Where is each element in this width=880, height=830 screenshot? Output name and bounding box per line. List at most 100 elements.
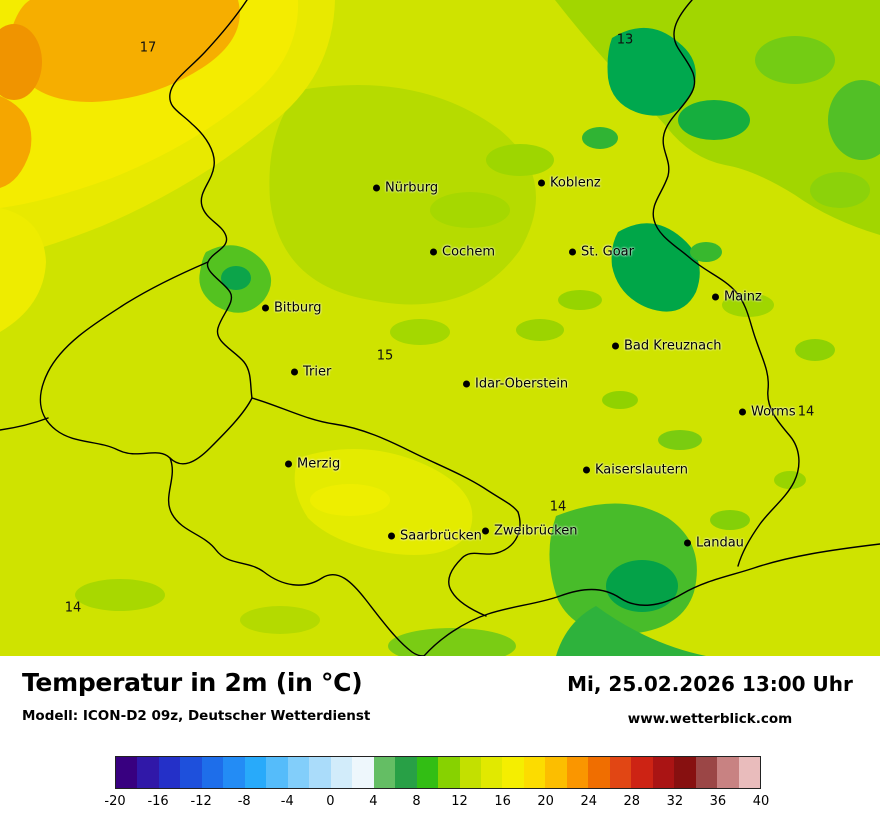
map-image — [0, 0, 880, 656]
legend-segment — [674, 757, 696, 788]
legend-segment — [352, 757, 374, 788]
city-dot-icon — [285, 460, 292, 468]
legend-segment — [330, 757, 353, 788]
page-title: Temperatur in 2m (in °C) — [22, 668, 363, 697]
city-label: Trier — [303, 364, 332, 380]
legend-tick-label: -4 — [280, 794, 294, 809]
legend-tick-row: -20 -16 -12 -8 -4 0 4 8 12 16 20 24 28 32 36 40 — [104, 794, 769, 812]
legend-segment — [738, 757, 761, 788]
city-dot-icon — [583, 466, 590, 474]
legend-tick-label: 20 — [537, 794, 554, 809]
legend-tick-label: 40 — [752, 794, 770, 809]
legend-segment — [609, 757, 632, 788]
temp-value-label: 13 — [616, 32, 634, 48]
city-marker: Mainz — [712, 290, 762, 305]
legend-segment — [223, 757, 245, 788]
legend-tick-label: -12 — [190, 794, 212, 809]
legend-tick-label: -20 — [104, 794, 126, 809]
legend-tick-label: 28 — [623, 794, 641, 809]
city-marker: Kaiserslautern — [583, 463, 688, 478]
temp-value-label: 14 — [797, 404, 815, 420]
legend-tick-label: 36 — [709, 794, 727, 809]
city-label: Idar-Oberstein — [475, 376, 569, 392]
legend-segment — [158, 757, 181, 788]
map-overlay: Nürburg Koblenz Cochem St. Goar Bitburg Mainz… — [64, 32, 815, 616]
legend-tick-label: 24 — [580, 794, 597, 809]
forecast-datetime: Mi, 25.02.2026 13:00 Uhr — [567, 672, 853, 696]
city-label: Bitburg — [274, 300, 322, 316]
legend-segment — [631, 757, 653, 788]
city-dot-icon — [569, 248, 576, 256]
border-line — [448, 511, 521, 617]
legend-segment — [180, 757, 202, 788]
city-marker: Nürburg — [373, 181, 438, 196]
legend-segment — [373, 757, 396, 788]
temperature-legend: -20 -16 -12 -8 -4 0 4 8 12 16 20 24 28 32 36 40 — [104, 756, 769, 812]
legend-segment — [459, 757, 481, 788]
legend-tick-label: 32 — [666, 794, 684, 809]
city-marker: Saarbrücken — [388, 529, 482, 544]
legend-segment — [588, 757, 610, 788]
legend-segment — [566, 757, 589, 788]
legend-color-bar — [115, 756, 761, 789]
city-marker: St. Goar — [569, 245, 634, 260]
legend-segment — [652, 757, 675, 788]
legend-segment — [137, 757, 159, 788]
border-line — [652, 0, 800, 567]
legend-tick-label: 16 — [494, 794, 511, 809]
city-dot-icon — [463, 380, 470, 388]
temp-value-label: 15 — [376, 348, 394, 364]
city-marker: Koblenz — [538, 176, 601, 191]
border-line — [0, 417, 49, 431]
legend-segment — [502, 757, 524, 788]
model-info: Modell: ICON-D2 09z, Deutscher Wetterdie… — [22, 708, 371, 724]
city-label: Zweibrücken — [494, 523, 578, 539]
border-line — [39, 261, 253, 465]
legend-segment — [438, 757, 460, 788]
border-line — [251, 397, 519, 513]
city-dot-icon — [538, 179, 545, 187]
legend-segment — [116, 757, 138, 788]
legend-segment — [416, 757, 439, 788]
legend-segment — [717, 757, 739, 788]
legend-segment — [266, 757, 288, 788]
city-label: Merzig — [297, 456, 341, 472]
legend-segment — [480, 757, 503, 788]
legend-segment — [244, 757, 267, 788]
city-label: Kaiserslautern — [595, 462, 689, 478]
city-label: Landau — [696, 535, 744, 551]
city-marker: Merzig — [285, 457, 340, 472]
legend-segment — [309, 757, 331, 788]
footer-right-block: Mi, 25.02.2026 13:00 Uhr www.wetterblick… — [558, 672, 862, 727]
legend-tick-label: -8 — [237, 794, 251, 809]
legend-tick-label: 4 — [369, 794, 378, 809]
temp-value-label: 17 — [139, 40, 157, 56]
city-label: Cochem — [442, 244, 496, 260]
city-label: Worms — [751, 404, 796, 420]
map-footer: Temperatur in 2m (in °C) Modell: ICON-D2… — [0, 656, 880, 830]
city-marker: Bad Kreuznach — [612, 339, 722, 354]
legend-segment — [695, 757, 718, 788]
city-dot-icon — [430, 248, 437, 256]
city-dot-icon — [482, 527, 489, 535]
city-label: Nürburg — [385, 180, 439, 196]
map-borders — [0, 0, 880, 656]
city-marker: Zweibrücken — [482, 524, 577, 539]
city-marker: Landau — [684, 536, 744, 551]
city-label: Mainz — [724, 289, 762, 305]
temperature-map: Nürburg Koblenz Cochem St. Goar Bitburg Mainz… — [0, 0, 880, 656]
city-label: Bad Kreuznach — [624, 338, 722, 354]
temp-value-label: 14 — [549, 499, 567, 515]
legend-tick-label: -16 — [147, 794, 169, 809]
website-link[interactable]: www.wetterblick.com — [627, 711, 793, 727]
city-dot-icon — [388, 532, 395, 540]
legend-tick-label: 12 — [451, 794, 468, 809]
city-dot-icon — [373, 184, 380, 192]
city-label: Saarbrücken — [400, 528, 482, 544]
temp-value-label: 14 — [64, 600, 82, 616]
city-dot-icon — [739, 408, 746, 416]
legend-segment — [201, 757, 224, 788]
city-dot-icon — [684, 539, 691, 547]
legend-segment — [395, 757, 417, 788]
